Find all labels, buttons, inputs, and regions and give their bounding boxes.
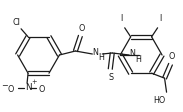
Text: −: − bbox=[1, 81, 8, 90]
Text: O: O bbox=[8, 85, 14, 94]
Text: N: N bbox=[92, 47, 98, 56]
Text: H: H bbox=[98, 53, 104, 61]
Text: S: S bbox=[109, 72, 114, 82]
Text: H: H bbox=[135, 55, 141, 64]
Text: I: I bbox=[159, 14, 162, 23]
Text: +: + bbox=[31, 79, 37, 85]
Text: N: N bbox=[25, 83, 31, 92]
Text: Cl: Cl bbox=[12, 18, 20, 27]
Text: N: N bbox=[129, 48, 135, 57]
Text: HO: HO bbox=[154, 96, 166, 105]
Text: O: O bbox=[39, 85, 45, 94]
Text: I: I bbox=[121, 14, 123, 23]
Text: O: O bbox=[168, 52, 175, 61]
Text: O: O bbox=[78, 24, 85, 32]
